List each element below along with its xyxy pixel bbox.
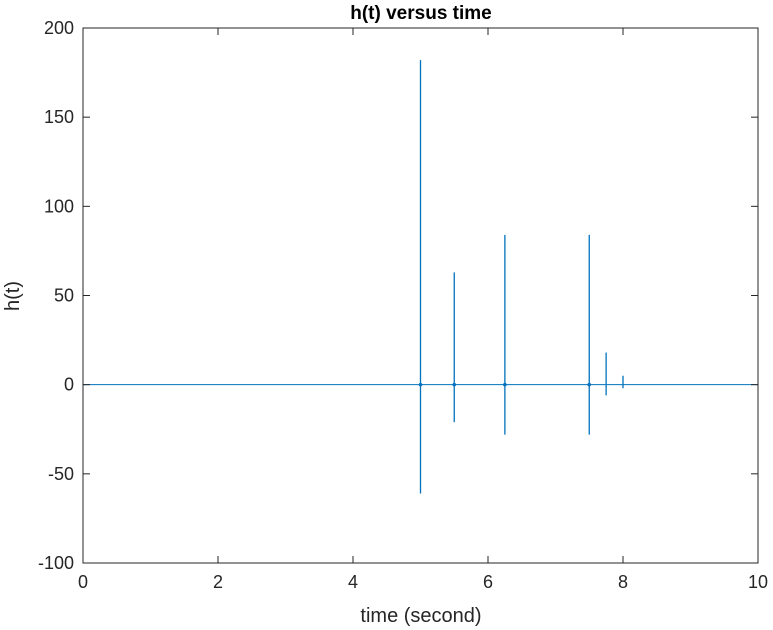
x-tick-label: 6 [483,572,493,592]
y-tick-label: -50 [48,464,74,484]
data-point [452,382,457,387]
x-tick-label: 10 [748,572,768,592]
x-tick-label: 2 [213,572,223,592]
data-point [418,382,423,387]
x-tick-label: 8 [618,572,628,592]
chart-title: h(t) versus time [350,3,491,24]
x-tick-label: 4 [348,572,358,592]
y-tick-label: 200 [44,18,74,38]
y-axis-label: h(t) [2,281,24,311]
data-point [587,382,592,387]
x-tick-label: 0 [78,572,88,592]
series-layer [83,60,758,494]
y-tick-label: -100 [38,553,74,573]
y-tick-label: 50 [54,286,74,306]
y-tick-label: 0 [64,375,74,395]
data-point [503,382,507,387]
y-tick-label: 150 [44,107,74,127]
x-axis-label: time (second) [360,605,481,627]
y-tick-label: 100 [44,196,74,216]
axes-layer: 0 2 4 6 8 10 -100 -50 0 50 100 150 200 [38,18,768,592]
